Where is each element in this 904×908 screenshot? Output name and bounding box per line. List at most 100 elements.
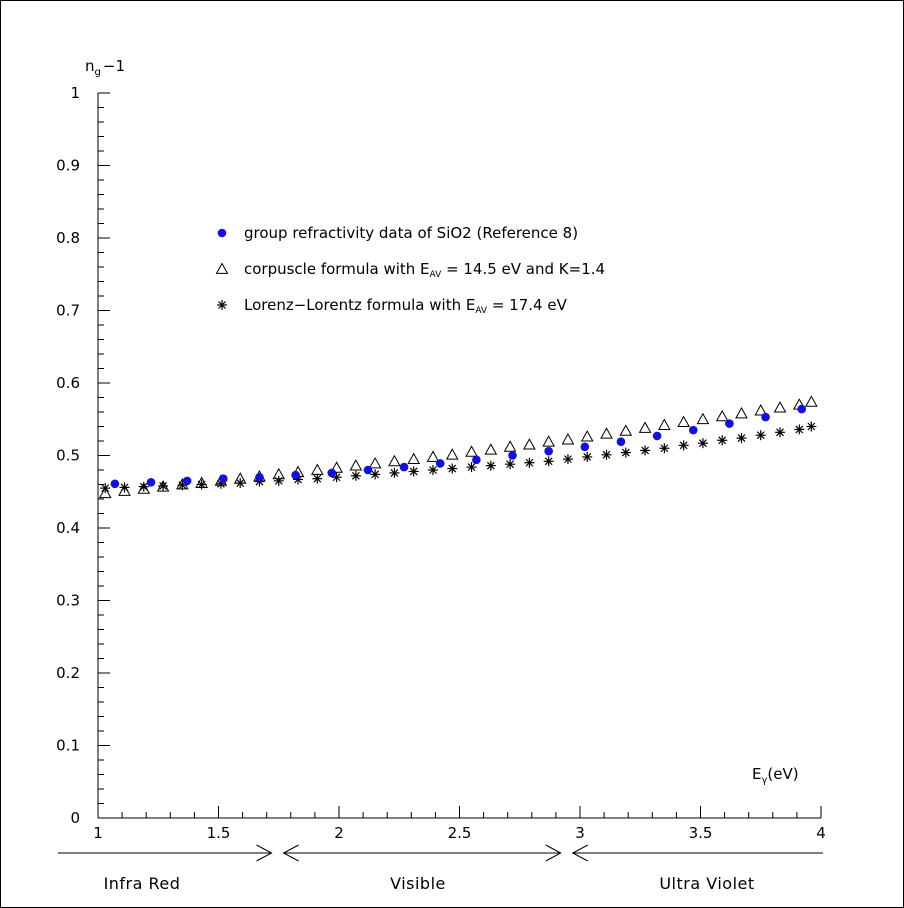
lorenz-point <box>158 480 169 491</box>
lorenz-point <box>775 427 786 438</box>
y-tick-label: 0.2 <box>56 664 80 682</box>
lorenz-point <box>806 421 817 432</box>
lorenz-point <box>678 440 689 451</box>
lorenz-point <box>736 433 747 444</box>
lorenz-point <box>524 457 535 468</box>
legend-marker-data <box>217 228 227 238</box>
data-point <box>291 470 300 480</box>
lorenz-point <box>389 467 400 478</box>
lorenz-point <box>138 481 149 492</box>
data-point <box>219 474 228 484</box>
lorenz-point <box>447 463 458 474</box>
data-point <box>508 451 517 460</box>
corpuscle-point <box>445 448 459 460</box>
lorenz-point <box>543 456 554 467</box>
lorenz-point <box>370 469 381 480</box>
data-point <box>399 462 409 472</box>
corpuscle-point <box>561 433 575 445</box>
y-tick-label: 0.3 <box>56 592 80 610</box>
data-point <box>182 476 192 486</box>
corpuscle-point <box>465 445 478 457</box>
data-point <box>616 437 626 447</box>
data-marks <box>98 395 818 499</box>
corpuscle-point <box>542 435 556 447</box>
corpuscle-point <box>330 461 343 473</box>
lorenz-point <box>562 454 573 465</box>
x-tick-label: 1.5 <box>207 824 231 842</box>
data-point <box>472 455 481 465</box>
y-tick-label: 0 <box>70 809 80 827</box>
x-tick-label: 1 <box>93 824 103 842</box>
data-point <box>797 404 807 414</box>
y-tick-label: 0.9 <box>56 157 80 175</box>
corpuscle-point <box>619 424 633 436</box>
corpuscle-point <box>754 404 768 416</box>
corpuscle-point <box>715 409 729 422</box>
region-2: Ultra Violet <box>571 844 823 893</box>
data-point <box>327 468 337 478</box>
data-point <box>146 478 156 487</box>
lorenz-point <box>427 465 438 475</box>
lorenz-point <box>582 451 593 462</box>
lorenz-point <box>717 435 728 446</box>
corpuscle-point <box>773 401 787 413</box>
corpuscle-point <box>426 450 440 462</box>
y-tick-label: 0.7 <box>56 302 80 320</box>
legend-label-corpuscle: corpuscle formula with EAV = 14.5 eV and… <box>244 260 605 280</box>
region-label: Ultra Violet <box>659 874 754 893</box>
y-tick-label: 0.6 <box>56 374 80 392</box>
corpuscle-point <box>484 443 498 455</box>
lorenz-point <box>659 443 670 454</box>
data-point <box>761 412 770 422</box>
y-tick-label: 0.8 <box>56 229 80 247</box>
region-label: Infra Red <box>104 874 181 893</box>
corpuscle-point <box>98 486 112 499</box>
region-label: Visible <box>390 874 446 893</box>
region-arrowhead <box>256 844 273 862</box>
lorenz-point <box>601 449 612 460</box>
region-1: Visible <box>282 844 562 893</box>
legend: group refractivity data of SiO2 (Referen… <box>215 224 605 316</box>
corpuscle-point <box>310 463 324 475</box>
corpuscle-point <box>388 454 401 467</box>
corpuscle-point <box>658 418 671 430</box>
y-tick-label: 0.1 <box>56 737 80 755</box>
x-tick-label: 3.5 <box>689 824 713 842</box>
corpuscle-point <box>805 395 818 407</box>
corpuscle-point <box>677 415 690 428</box>
corpuscle-point <box>735 406 748 419</box>
region-arrowhead <box>545 844 562 862</box>
corpuscle-point <box>368 456 382 469</box>
legend-label-lorenz: Lorenz−Lorentz formula with EAV = 17.4 e… <box>244 296 568 316</box>
data-point <box>544 446 553 456</box>
legend-marker-lorenz <box>217 300 227 310</box>
lorenz-point <box>755 430 766 441</box>
axis-ticks: 0 0.1 0.2 0.3 0.4 0.5 0.6 0.7 0.8 0.9 1 1 1.5 2 2.5 3 3.… <box>56 84 826 842</box>
legend-marker-corpuscle <box>215 262 229 274</box>
corpuscle-point <box>600 427 613 439</box>
region-0: Infra Red <box>58 844 273 893</box>
data-point <box>688 425 698 435</box>
lorenz-point <box>350 470 361 481</box>
lorenz-point <box>196 479 207 490</box>
x-tick-label: 4 <box>816 824 826 842</box>
data-point <box>435 459 445 468</box>
region-arrowhead <box>571 844 589 862</box>
lorenz-point <box>466 462 477 473</box>
lorenz-point <box>640 445 651 456</box>
corpuscle-point <box>638 421 652 433</box>
corpuscle-point <box>349 459 363 471</box>
lorenz-point <box>100 483 111 494</box>
lorenz-point <box>505 459 516 470</box>
data-point <box>255 472 264 482</box>
corpuscle-point <box>137 482 151 494</box>
y-tick-label: 0.4 <box>56 519 80 537</box>
lorenz-point <box>273 475 284 486</box>
data-point <box>652 431 662 441</box>
corpuscle-point <box>523 438 536 450</box>
lorenz-point <box>794 424 805 435</box>
lorenz-point <box>331 472 342 483</box>
data-point <box>110 479 120 489</box>
y-axis-title: ng −1 <box>85 57 125 78</box>
